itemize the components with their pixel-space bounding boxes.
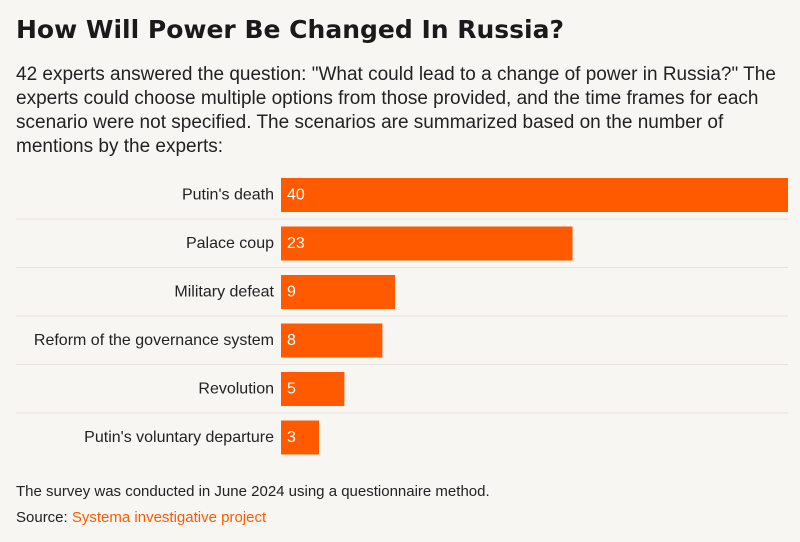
- bar-value-label: 9: [287, 284, 296, 301]
- source-line: Source: Systema investigative project: [16, 508, 786, 528]
- chart-title: How Will Power Be Changed In Russia?: [16, 15, 564, 44]
- category-label: Putin's death: [182, 187, 274, 204]
- bar: [281, 372, 345, 406]
- bar-value-label: 3: [287, 429, 296, 446]
- chart-subtitle: 42 experts answered the question: "What …: [16, 64, 776, 157]
- bar: [281, 226, 573, 261]
- category-label: Palace coup: [186, 235, 274, 252]
- bar: [281, 323, 383, 358]
- bar-value-label: 40: [287, 187, 305, 204]
- category-label: Putin's voluntary departure: [84, 429, 274, 446]
- bar-value-label: 5: [287, 381, 296, 398]
- category-label: Reform of the governance system: [34, 332, 274, 349]
- survey-note: The survey was conducted in June 2024 us…: [16, 483, 490, 500]
- bar-chart: Putin's death 40 Palace coup 23 Military def…: [16, 178, 788, 455]
- category-label: Revolution: [198, 381, 274, 398]
- source-link[interactable]: Systema investigative project: [71, 509, 267, 526]
- bar-value-label: 23: [287, 235, 305, 252]
- bar: [281, 420, 320, 455]
- category-label: Military defeat: [174, 284, 274, 301]
- source-label: Source:: [16, 509, 72, 526]
- bar: [281, 275, 396, 309]
- bar: [281, 178, 788, 212]
- bar-value-label: 8: [287, 332, 296, 349]
